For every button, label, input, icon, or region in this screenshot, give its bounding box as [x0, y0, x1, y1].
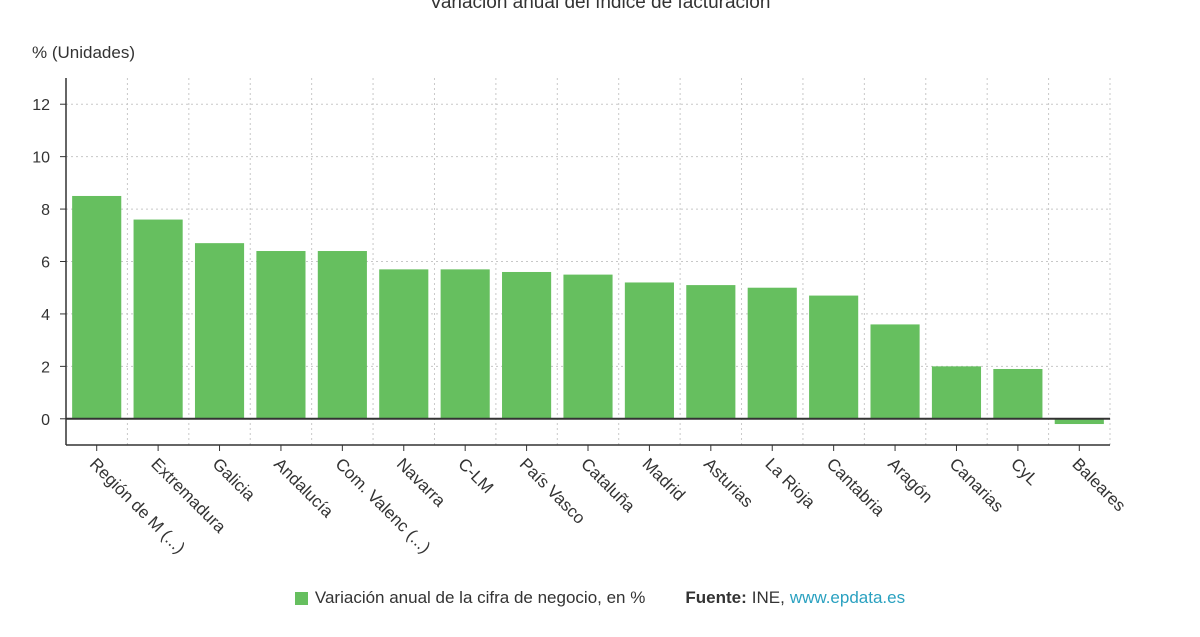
x-tick-label: La Rioja	[761, 454, 819, 512]
x-tick-label: Canarias	[946, 454, 1008, 516]
x-tick-label: Aragón	[884, 454, 936, 506]
bar[interactable]	[379, 269, 429, 419]
bar[interactable]	[931, 366, 982, 419]
legend: Variación anual de la cifra de negocio, …	[0, 588, 1200, 608]
x-tick-label: Madrid	[639, 454, 689, 504]
bar[interactable]	[563, 274, 613, 419]
bar[interactable]	[993, 368, 1043, 419]
bar[interactable]	[440, 269, 490, 419]
y-tick-label: 8	[41, 202, 50, 219]
y-tick-label: 0	[41, 412, 50, 429]
source-link[interactable]: www.epdata.es	[789, 588, 906, 607]
bar[interactable]	[256, 251, 306, 419]
bar[interactable]	[624, 282, 674, 419]
x-tick-label: Cataluña	[577, 454, 639, 516]
bar[interactable]	[747, 287, 797, 419]
bar[interactable]	[870, 324, 920, 419]
axes	[60, 78, 1110, 451]
x-tick-label: Asturias	[700, 454, 757, 511]
y-tick-labels: 0 2 4 6 8 10 12	[32, 97, 50, 429]
x-tick-label: CyL	[1007, 454, 1042, 489]
y-tick-label: 4	[41, 307, 50, 324]
y-axis-label: % (Unidades)	[32, 43, 135, 62]
x-tick-label: Navarra	[393, 454, 450, 511]
legend-label[interactable]: Variación anual de la cifra de negocio, …	[314, 588, 646, 607]
legend-swatch	[294, 591, 308, 605]
x-tick-label: C-LM	[454, 454, 497, 497]
x-tick-label: Baleares	[1068, 454, 1129, 515]
x-tick-label: Andalucía	[270, 454, 337, 521]
bar[interactable]	[1054, 418, 1104, 425]
x-tick-label: Cantabria	[823, 454, 889, 520]
y-tick-label: 2	[41, 359, 50, 376]
bar[interactable]	[686, 285, 736, 419]
bar[interactable]	[502, 271, 552, 419]
y-tick-label: 12	[32, 97, 50, 114]
y-tick-label: 10	[32, 150, 50, 167]
bar[interactable]	[809, 295, 859, 419]
chart-title: Variación anual del índice de facturació…	[429, 0, 771, 13]
bar[interactable]	[194, 243, 245, 419]
x-tick-label: Galicia	[209, 454, 260, 505]
y-tick-label: 6	[41, 255, 50, 272]
source-label: Fuente:	[685, 588, 747, 607]
x-tick-label: País Vasco	[516, 454, 589, 527]
bar[interactable]	[72, 195, 122, 419]
source-text: INE,	[751, 588, 785, 607]
bars	[72, 195, 1104, 425]
bar[interactable]	[133, 219, 183, 419]
bar[interactable]	[317, 251, 367, 419]
